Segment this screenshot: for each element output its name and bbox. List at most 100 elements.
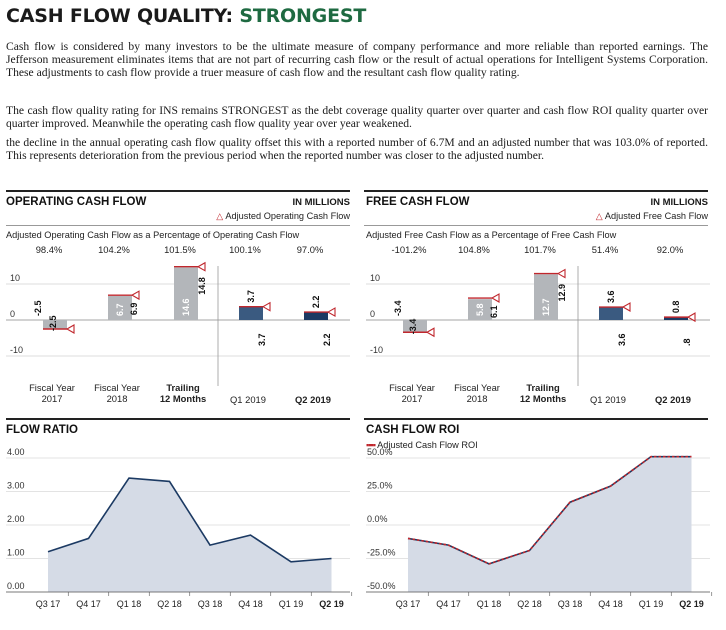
ocf-title: OPERATING CASH FLOW [6,196,147,208]
fcf-category-label: Fiscal Year [454,382,500,393]
fcf-category-label: Fiscal Year [389,382,435,393]
ocf-adjusted-marker [261,301,271,312]
fcf-adjusted-label: 0.8 [671,301,681,314]
ocf-pct: 104.2% [98,244,130,255]
ocf-adjusted-label: 3.7 [246,290,256,303]
roi-category-label: Q1 19 [639,599,664,609]
ratio-category-label: Q2 19 [319,599,344,609]
ocf-bar [239,306,263,320]
roi-ytick-label: -25.0% [367,548,396,558]
ocf-adjusted-marker [130,290,140,301]
roi-category-label: Q4 18 [598,599,623,609]
ocf-pct-row: 98.4% 104.2% 101.5% 100.1% 97.0% [0,244,360,256]
fcf-reported-label: 3.6 [617,333,627,346]
ratio-category-label: Q4 18 [238,599,263,609]
ocf-bar [174,267,198,320]
ocf-category-label: Q1 2019 [230,394,266,405]
fcf-category-label: Trailing [526,382,560,393]
ocf-adjusted-label: 14.8 [197,277,207,295]
ocf-legend: △ Adjusted Operating Cash Flow [216,211,350,222]
ocf-reported-label: 2.2 [322,333,332,346]
ratio-category-label: Q4 17 [76,599,101,609]
rating-paragraph: The cash flow quality rating for INS rem… [6,104,708,131]
fcf-adjusted-marker [556,268,566,279]
ratio-category-label: Q1 19 [279,599,304,609]
ocf-category-label: 2018 [107,393,128,404]
ocf-reported-label: 3.7 [257,333,267,346]
fcf-adjusted-marker [490,293,500,303]
fcf-category-label: 2018 [467,393,488,404]
ocf-bar [304,312,328,320]
ratio-category-label: Q2 18 [157,599,182,609]
ocf-adjusted-marker [65,324,75,334]
fcf-legend-label: Adjusted Free Cash Flow [604,211,708,221]
fcf-adjusted-label: -3.4 [393,300,403,316]
fcf-reported-label: -3.4 [408,319,418,335]
flow-ratio-chart: 4.00 3.00 2.00 1.00 0.00 Q3 17 Q4 17 Q1 18 Q2 18… [6,447,353,609]
roi-top-rule [364,418,708,420]
ocf-category-label: 12 Months [160,393,206,404]
detail-paragraph: the decline in the annual operating cash… [6,136,708,163]
ocf-reported-label: 6.7 [115,303,125,316]
ratio-category-label: Q1 18 [117,599,142,609]
roi-category-label: Q1 18 [477,599,502,609]
ocf-category-label: Q2 2019 [295,394,331,405]
ocf-pct: 100.1% [229,244,261,255]
fcf-legend: △ Adjusted Free Cash Flow [596,211,708,222]
fcf-title: FREE CASH FLOW [366,196,470,208]
fcf-chart: 10 0 -10 -3.4 -3.4 5.8 6.1 12.7 12.9 3.6 3.6 .8 0.8 F… [366,266,710,405]
fcf-category-label: 2017 [402,393,423,404]
ocf-bar [43,320,67,329]
ocf-adjusted-label: -2.5 [33,300,43,316]
page-title: CASH FLOW QUALITY: STRONGEST [6,5,366,27]
fcf-category-label: 12 Months [520,393,566,404]
ratio-category-label: Q3 18 [198,599,223,609]
roi-legend: ▪▪▪▪ Adjusted Cash Flow ROI [366,440,478,450]
roi-category-label: Q2 18 [517,599,542,609]
ratio-line [47,477,332,563]
fcf-reported-label: .8 [682,338,692,346]
roi-ytick-label: -50.0% [367,581,396,591]
ocf-adjusted-marker [326,307,336,318]
roi-chart: 50.0% 25.0% 0.0% -25.0% -50.0%Q3 17 Q4 17 Q1 1… [366,447,713,609]
fcf-reported-label: 12.7 [541,298,551,316]
ocf-category-label: Trailing [166,382,200,393]
fcf-units: IN MILLIONS [650,197,708,208]
roi-ytick-label: 50.0% [367,447,393,457]
roi-ytick-label: 25.0% [367,481,393,491]
ocf-bar [108,295,132,320]
fcf-top-rule [364,190,708,192]
flow-ratio-top-rule [6,418,350,420]
ocf-category-label: Fiscal Year [94,382,140,393]
roi-category-label: Q3 18 [558,599,583,609]
ocf-legend-label: Adjusted Operating Cash Flow [225,211,350,221]
fcf-ytick-label: -10 [370,345,383,355]
adjusted-triangle-icon: △ [216,211,224,221]
dashed-line-icon: ▪▪▪▪ [366,440,376,450]
fcf-mid-rule [364,225,708,226]
ocf-pct-caption: Adjusted Operating Cash Flow as a Percen… [6,230,300,240]
fcf-pct: -101.2% [391,244,427,255]
fcf-bar [599,307,623,320]
fcf-reported-label: 5.8 [475,303,485,316]
fcf-pct-row: -101.2% 104.8% 101.7% 51.4% 92.0% [360,244,720,256]
ratio-ytick-label: 2.00 [7,514,25,524]
fcf-bar [664,317,688,320]
ocf-mid-rule [6,225,350,226]
ocf-ytick-label: -10 [10,345,23,355]
fcf-pct-caption: Adjusted Free Cash Flow as a Percentage … [366,230,617,240]
fcf-adjusted-label: 3.6 [606,291,616,304]
roi-category-label: Q3 17 [396,599,421,609]
fcf-bar [534,274,558,320]
ratio-ytick-label: 4.00 [7,447,25,457]
roi-category-label: Q4 17 [436,599,461,609]
roi-title: CASH FLOW ROI [366,424,460,436]
fcf-category-label: Q1 2019 [590,394,626,405]
ocf-ytick-label: 10 [10,273,20,283]
fcf-ytick-label: 10 [370,273,380,283]
fcf-pct: 104.8% [458,244,490,255]
flow-ratio-title: FLOW RATIO [6,424,78,436]
ocf-category-label: 2017 [42,393,63,404]
intro-paragraph: Cash flow is considered by many investor… [6,40,708,80]
fcf-bar [403,320,427,333]
